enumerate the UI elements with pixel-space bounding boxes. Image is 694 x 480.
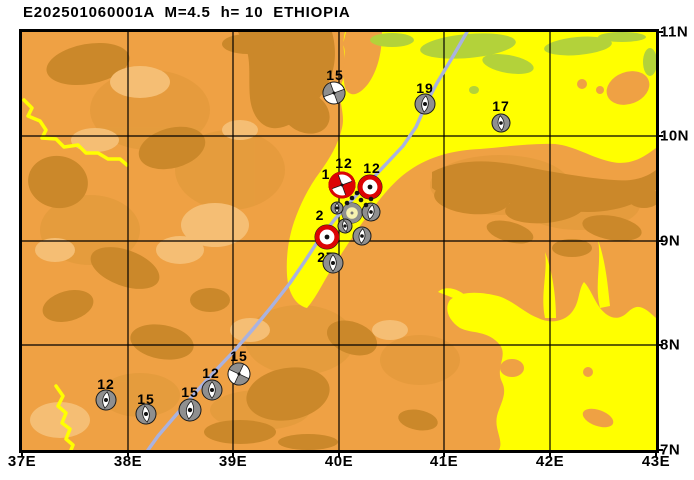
x-axis-tick-label: 38E [113, 453, 143, 470]
small-event-mark [368, 196, 374, 202]
beachball-label: 2 [316, 207, 325, 223]
beachball-label: 1 [322, 166, 331, 182]
x-axis-tick-label: 39E [218, 453, 248, 470]
y-axis-tick-label: 11N [660, 23, 689, 41]
river-line [22, 98, 129, 167]
small-event-mark [349, 195, 355, 201]
focal-mechanism-red [328, 171, 356, 199]
beachball-label: 15 [181, 384, 199, 400]
grid-lines [22, 32, 656, 450]
focal-mechanism-gray [337, 218, 353, 234]
beachball-label: 19 [416, 80, 434, 96]
y-axis-tick-label: 8N [660, 336, 681, 354]
focal-mechanism-gray [322, 252, 344, 274]
focal-mechanism-gray [330, 201, 344, 215]
x-axis-tick-label: 40E [324, 453, 354, 470]
beachball-layer: 151917271212212151512151 [95, 67, 511, 425]
river-line [54, 384, 75, 450]
beachball-label: 12 [363, 160, 381, 176]
beachball-label: 12 [97, 376, 115, 392]
focal-mechanism-gray [178, 398, 202, 422]
y-axis-tick-label: 10N [660, 127, 690, 145]
focal-mechanism-gray [414, 93, 436, 115]
small-event-mark [363, 202, 369, 208]
focal-mechanism-gray [95, 389, 117, 411]
axis-tick-marks [21, 31, 663, 457]
y-axis-tick-label: 7N [660, 441, 681, 459]
beachball-label: 12 [335, 155, 353, 171]
x-axis-tick-label: 37E [7, 453, 37, 470]
beachball-label: 15 [230, 348, 248, 364]
beachball-label: 17 [492, 98, 510, 114]
beachball-label: 12 [202, 365, 220, 381]
focal-mechanism-gray [227, 362, 251, 386]
x-axis-tick-label: 43E [641, 453, 671, 470]
focal-mechanism-gray [361, 202, 381, 222]
beachball-label: 15 [326, 67, 344, 83]
small-event-mark [344, 200, 350, 206]
x-axis-tick-label: 41E [429, 453, 459, 470]
small-event-mark [358, 197, 364, 203]
river-lines [22, 98, 129, 450]
focal-mechanism-gray [135, 403, 157, 425]
beachball-label: 15 [137, 391, 155, 407]
focal-mechanism-gray [201, 379, 223, 401]
focal-mechanism-gray [491, 113, 511, 133]
focal-mechanism-gray [352, 226, 372, 246]
focal-mechanism-red [314, 224, 340, 250]
focal-mechanism-red [357, 174, 383, 200]
plot-title: E202501060001A M=4.5 h= 10 ETHIOPIA [23, 4, 351, 21]
x-axis-tick-label: 42E [535, 453, 565, 470]
y-axis-tick-label: 9N [660, 232, 681, 250]
focal-mechanism-gray [322, 81, 346, 105]
small-event-mark [354, 190, 360, 196]
